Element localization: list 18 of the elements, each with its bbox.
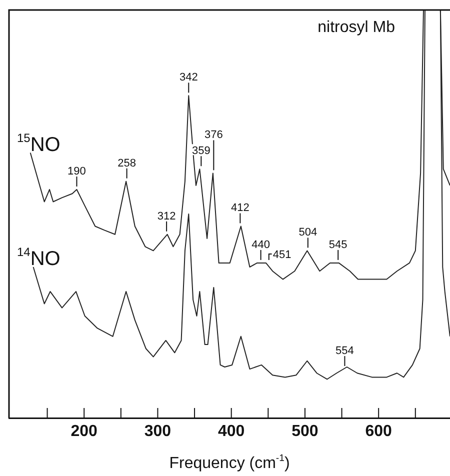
annotation: 258 — [118, 157, 136, 170]
x-tick-label: 600 — [365, 423, 392, 440]
annotation: 451 — [272, 248, 292, 261]
annotation: 412 — [231, 202, 250, 214]
annotation: 312 — [157, 210, 176, 222]
annotation: 504 — [298, 226, 318, 239]
x-tick-label: 300 — [144, 423, 172, 440]
x-tick-label: 200 — [70, 423, 98, 440]
text: nitrosyl Mb — [318, 19, 396, 36]
annotation: 376 — [204, 129, 223, 142]
x-tick-label: 500 — [292, 423, 318, 440]
annotation: 342 — [179, 72, 198, 84]
annotation: 190 — [68, 166, 86, 178]
annotation: 554 — [336, 345, 354, 358]
annotation: 545 — [328, 238, 348, 251]
annotation: 440 — [252, 238, 270, 251]
annotation: 359 — [192, 145, 210, 158]
x-tick-label: 400 — [218, 423, 245, 440]
